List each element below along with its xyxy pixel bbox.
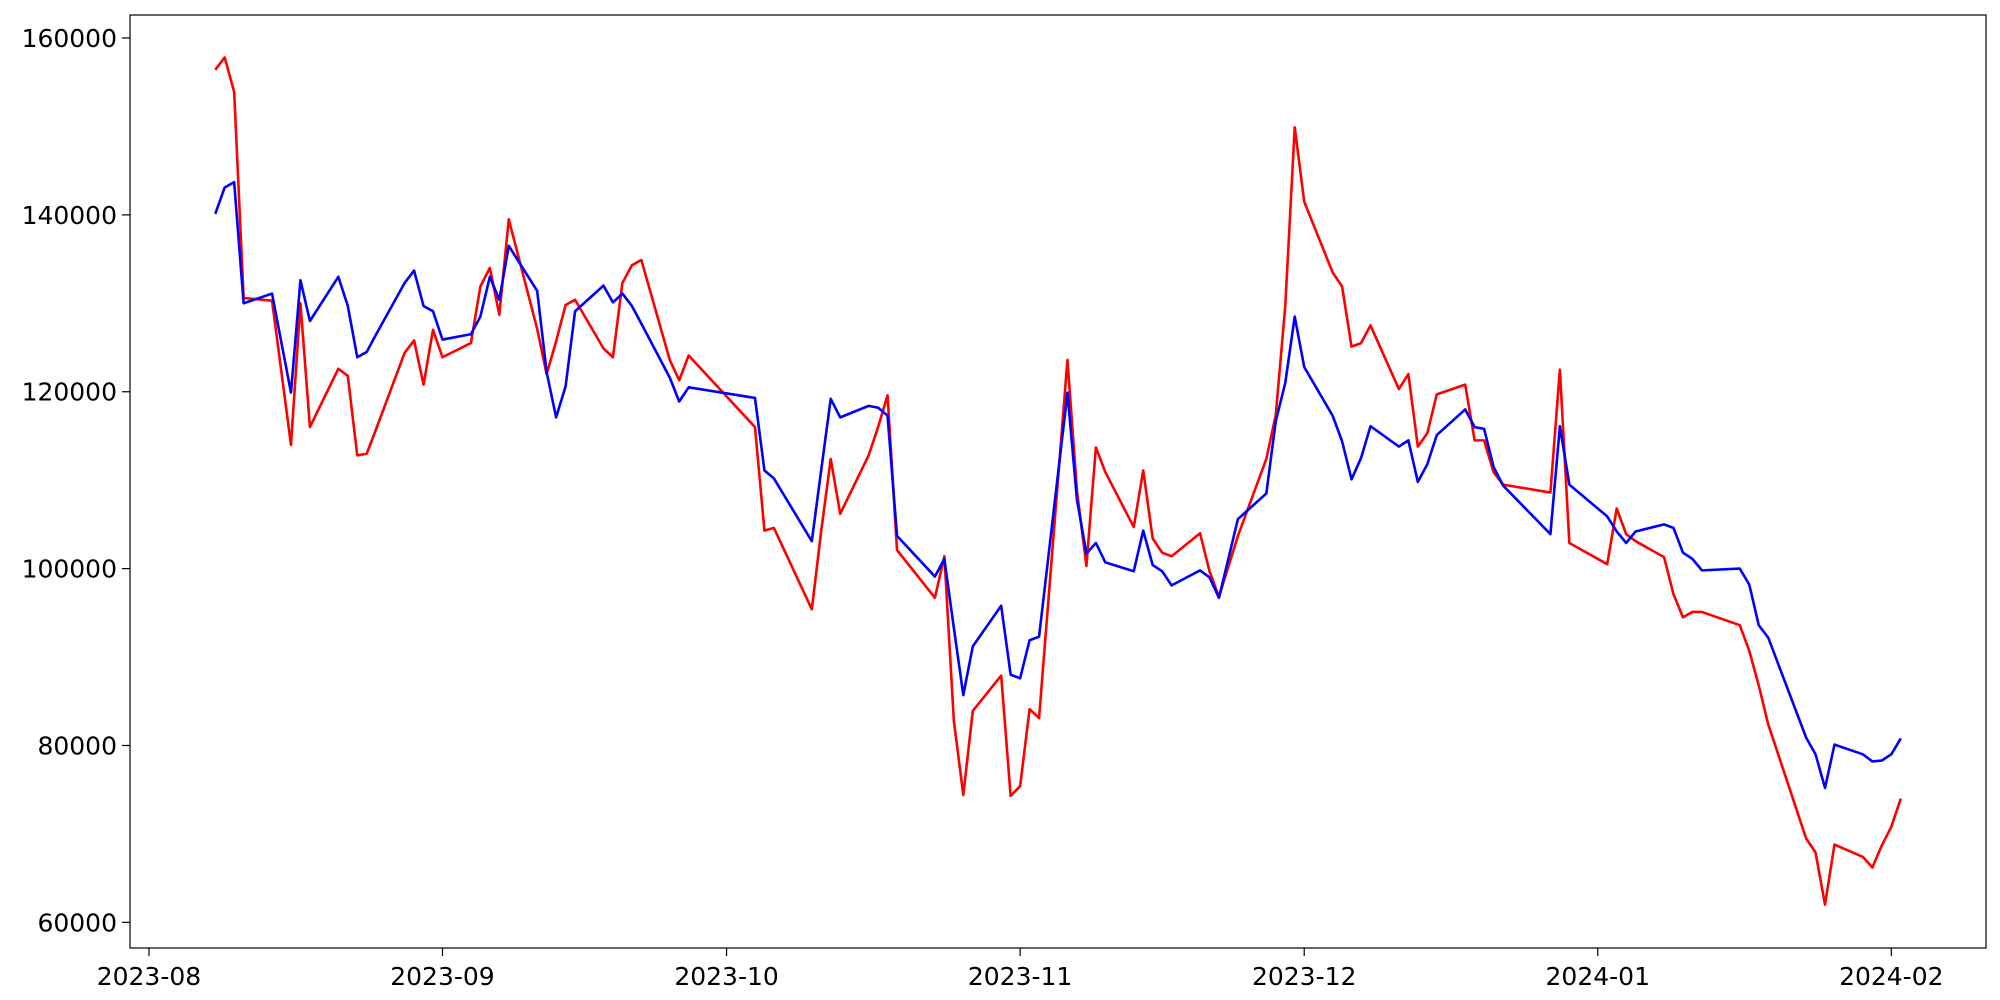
x-tick-label: 2023-12: [1252, 962, 1356, 991]
x-tick-label: 2023-10: [674, 962, 778, 991]
y-tick-label: 140000: [22, 201, 117, 230]
x-tick-label: 2023-08: [97, 962, 201, 991]
line-series: [213, 180, 1902, 790]
y-tick-label: 160000: [22, 24, 117, 53]
x-tick-label: 2023-09: [390, 962, 494, 991]
x-tick-label: 2023-11: [968, 962, 1072, 991]
y-tick-label: 60000: [37, 908, 117, 937]
y-tick-label: 100000: [22, 555, 117, 584]
plot-frame: [129, 14, 1987, 949]
y-tick-label: 120000: [22, 378, 117, 407]
line-series: [214, 56, 1903, 906]
y-tick-label: 80000: [37, 731, 117, 760]
x-tick-label: 2024-01: [1546, 962, 1650, 991]
x-tick-label: 2024-02: [1839, 962, 1943, 991]
